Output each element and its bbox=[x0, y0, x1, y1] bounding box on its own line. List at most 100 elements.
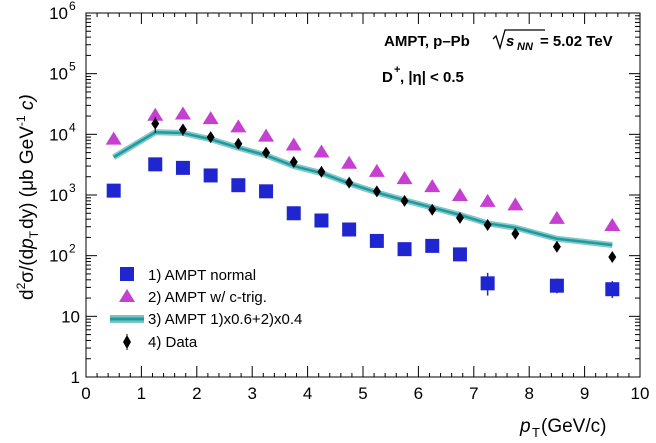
svg-text:s: s bbox=[506, 33, 514, 50]
annotation-energy: AMPT, p–Pb s NN = 5.02 TeV bbox=[384, 29, 613, 53]
x-tick-labels: 0 1 2 3 4 5 6 7 8 9 10 bbox=[81, 384, 649, 403]
y-tick-exponent: 5 bbox=[69, 60, 76, 74]
data-point bbox=[289, 155, 298, 168]
y-tick-label: 10 bbox=[49, 125, 68, 144]
svg-text:= 5.02 TeV: = 5.02 TeV bbox=[540, 33, 613, 50]
ampt-combined-line bbox=[113, 131, 613, 247]
ampt-ctrig-point bbox=[230, 119, 247, 133]
ampt-ctrig-point bbox=[604, 218, 621, 232]
ampt-ctrig-point bbox=[313, 144, 330, 158]
ampt-ctrig-point bbox=[174, 106, 191, 120]
data-point bbox=[345, 176, 354, 189]
data-point bbox=[511, 227, 520, 240]
x-tick-label: 4 bbox=[303, 384, 312, 403]
y-tick-exponent: 2 bbox=[69, 242, 76, 256]
ampt-normal-point bbox=[203, 168, 218, 183]
svg-text:+: + bbox=[394, 64, 400, 76]
y-tick-label: 10 bbox=[49, 186, 68, 205]
ampt-ctrig-point bbox=[202, 111, 219, 125]
data-point bbox=[178, 123, 187, 136]
y-tick-exponent: 3 bbox=[69, 181, 76, 195]
x-tick-label: 1 bbox=[137, 384, 146, 403]
annotation-particle: D + , |η| < 0.5 bbox=[382, 64, 464, 86]
ampt-ctrig-point bbox=[341, 155, 358, 169]
legend-marker-ampt-normal bbox=[120, 267, 134, 281]
data-marks bbox=[105, 106, 621, 299]
y-tick-label: 1 bbox=[71, 368, 80, 387]
legend: 1) AMPT normal 2) AMPT w/ c-trig. 3) AMP… bbox=[110, 267, 302, 351]
ampt-ctrig-point bbox=[424, 179, 441, 193]
data-point bbox=[372, 185, 381, 198]
data-point bbox=[608, 251, 617, 264]
y-tick-label: 10 bbox=[49, 247, 68, 266]
ampt-normal-point bbox=[397, 242, 412, 257]
data-point bbox=[262, 146, 271, 159]
ampt-normal-point bbox=[605, 282, 620, 297]
x-tick-label: 9 bbox=[580, 384, 589, 403]
x-tick-label: 8 bbox=[524, 384, 533, 403]
ampt-ctrig-point bbox=[147, 107, 164, 121]
ampt-ctrig-point bbox=[507, 197, 524, 211]
ampt-normal-point bbox=[231, 178, 246, 193]
axis-ticks bbox=[85, 12, 641, 378]
ampt-ctrig-point bbox=[285, 137, 302, 151]
y-tick-exponent: 6 bbox=[69, 0, 76, 13]
x-tick-label: 3 bbox=[247, 384, 256, 403]
y-tick-label: 10 bbox=[49, 65, 68, 84]
ampt-normal-point bbox=[148, 157, 163, 172]
ampt-normal-point bbox=[286, 206, 301, 221]
x-tick-label: 10 bbox=[631, 384, 650, 403]
ampt-normal-point bbox=[106, 183, 121, 198]
svg-text:d2σ/(dpTdy) (μb GeV-1 c): d2σ/(dpTdy) (μb GeV-1 c) bbox=[14, 94, 41, 300]
data-point bbox=[151, 117, 160, 130]
ampt-ctrig-point bbox=[451, 188, 468, 201]
svg-text:AMPT, p–Pb: AMPT, p–Pb bbox=[384, 33, 470, 50]
data-point bbox=[206, 131, 215, 144]
y-tick-label: 10 bbox=[49, 4, 68, 23]
ampt-normal-point bbox=[549, 278, 564, 293]
ampt-normal-point bbox=[452, 247, 467, 262]
ampt-normal-point bbox=[480, 276, 495, 291]
y-tick-label: 10 bbox=[61, 307, 80, 326]
data-point bbox=[234, 137, 243, 150]
legend-label-ampt-combined: 3) AMPT 1)x0.6+2)x0.4 bbox=[148, 311, 302, 328]
ampt-normal-point bbox=[369, 233, 384, 248]
svg-text:NN: NN bbox=[517, 41, 534, 53]
ampt-normal-point bbox=[425, 238, 440, 253]
ampt-ctrig-point bbox=[105, 131, 122, 145]
svg-text:D: D bbox=[382, 69, 393, 86]
ampt-ctrig-point bbox=[479, 193, 496, 207]
ampt-ctrig-point bbox=[258, 128, 275, 142]
legend-label-data: 4) Data bbox=[148, 334, 198, 351]
y-tick-exponent: 4 bbox=[69, 120, 76, 134]
ampt-ctrig-point bbox=[368, 163, 385, 177]
ampt-normal-point bbox=[175, 160, 190, 175]
data-point bbox=[317, 165, 326, 178]
data-point bbox=[483, 219, 492, 232]
legend-marker-ampt-ctrig bbox=[119, 289, 135, 302]
legend-label-ampt-ctrig: 2) AMPT w/ c-trig. bbox=[148, 289, 267, 306]
data-point bbox=[428, 203, 437, 216]
ampt-normal-point bbox=[314, 213, 329, 228]
data-point bbox=[552, 240, 561, 253]
legend-label-ampt-normal: 1) AMPT normal bbox=[148, 267, 256, 284]
svg-text:(GeV/c): (GeV/c) bbox=[541, 416, 606, 437]
x-tick-label: 7 bbox=[469, 384, 478, 403]
data-point bbox=[455, 211, 464, 224]
svg-text:p: p bbox=[519, 416, 531, 437]
ampt-normal-point bbox=[342, 222, 357, 237]
svg-text:, |η| < 0.5: , |η| < 0.5 bbox=[400, 69, 464, 86]
y-axis-title: d2σ/(dpTdy) (μb GeV-1 c) bbox=[14, 94, 41, 300]
x-axis-title: p T (GeV/c) bbox=[519, 416, 606, 440]
ampt-normal-point bbox=[259, 184, 274, 199]
x-tick-label: 6 bbox=[414, 384, 423, 403]
x-tick-label: 2 bbox=[192, 384, 201, 403]
x-tick-label: 0 bbox=[81, 384, 90, 403]
svg-text:T: T bbox=[532, 425, 540, 440]
ampt-ctrig-point bbox=[548, 210, 565, 224]
sqrt-symbol bbox=[492, 29, 545, 51]
data-point bbox=[400, 194, 409, 207]
x-tick-label: 5 bbox=[358, 384, 367, 403]
